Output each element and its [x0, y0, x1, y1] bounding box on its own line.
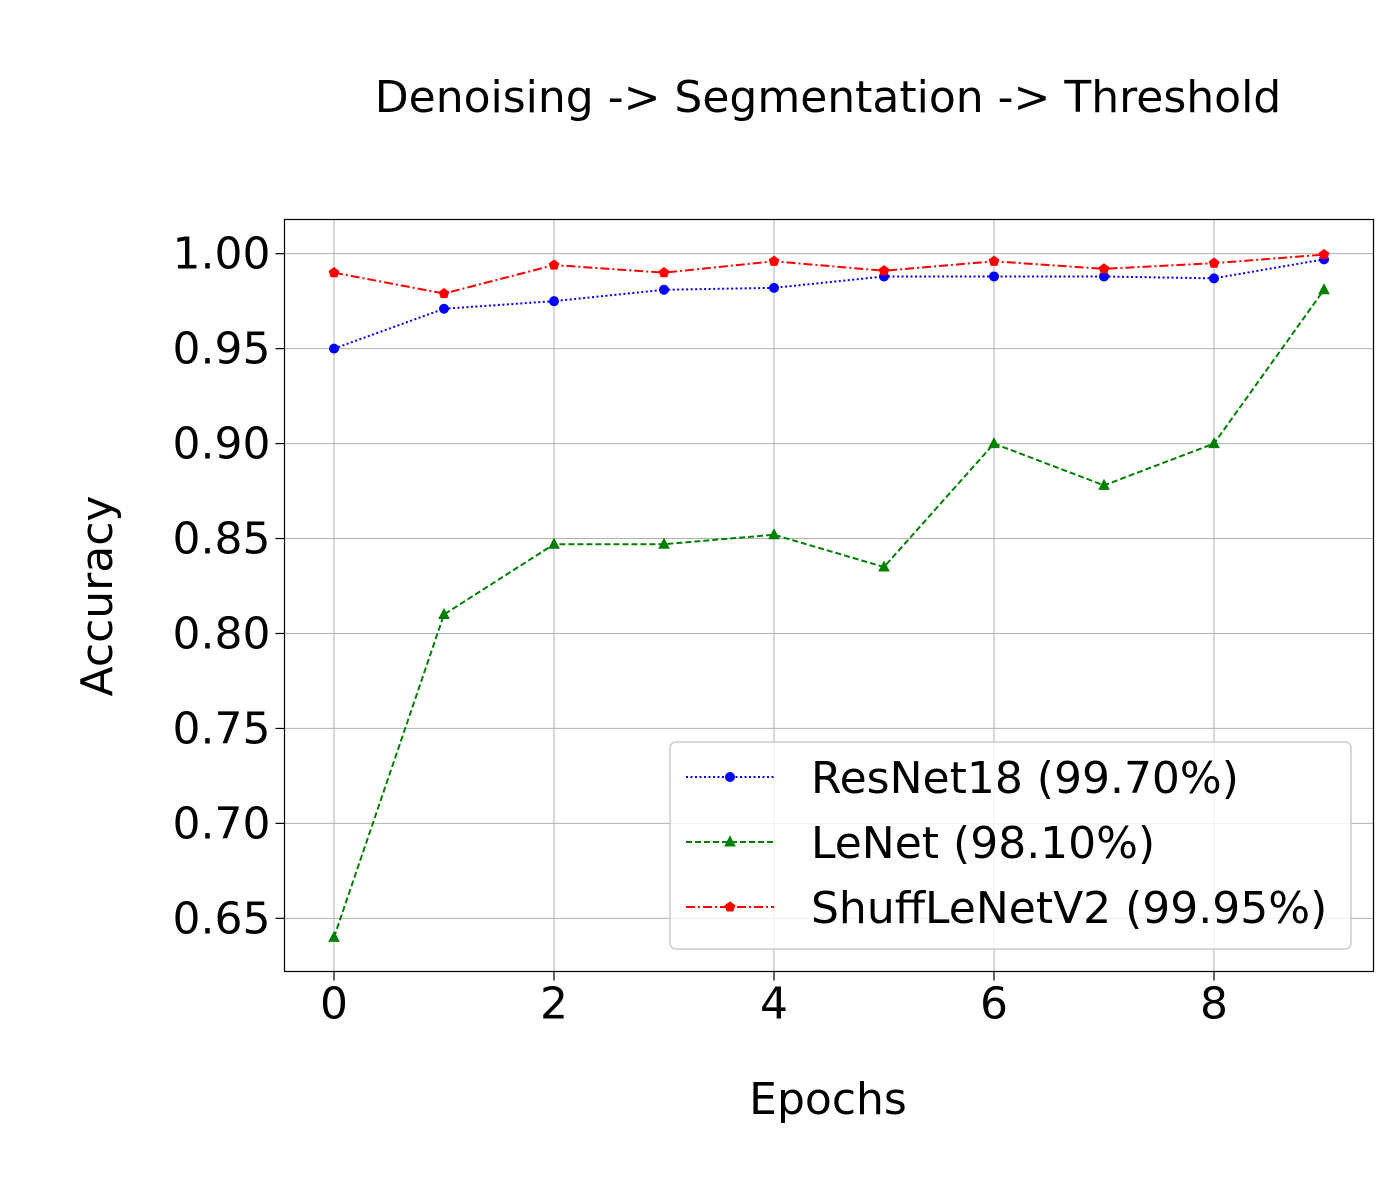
data-point-shufflenetv2	[878, 265, 890, 276]
data-point-shufflenetv2	[1208, 257, 1220, 268]
data-point-lenet	[1098, 478, 1110, 490]
data-point-lenet	[328, 930, 340, 942]
series-line-shufflenetv2	[333, 253, 1325, 295]
x-axis-label: Epochs	[749, 1074, 907, 1125]
data-point-shufflenetv2	[988, 255, 1000, 266]
data-point-resnet18	[1209, 273, 1219, 284]
data-point-shufflenetv2	[1098, 263, 1110, 274]
y-tick-label: 0.95	[173, 324, 271, 375]
data-point-shufflenetv2	[1318, 249, 1330, 260]
y-tick-label: 0.75	[173, 703, 271, 754]
legend-marker-lenet	[724, 835, 736, 847]
y-tick-label: 0.65	[173, 893, 271, 944]
series-shufflenetv2	[328, 249, 1330, 299]
series-layer	[328, 249, 1330, 942]
legend-label-lenet: LeNet (98.10%)	[811, 818, 1155, 869]
data-point-resnet18	[989, 271, 999, 282]
data-point-resnet18	[439, 303, 449, 314]
data-point-resnet18	[659, 284, 669, 295]
data-point-resnet18	[329, 343, 339, 354]
data-point-shufflenetv2	[658, 267, 670, 278]
y-tick-label: 1.00	[173, 229, 271, 280]
data-point-lenet	[548, 537, 560, 549]
data-point-shufflenetv2	[768, 255, 780, 266]
y-tick-label: 0.85	[173, 514, 271, 565]
legend: ResNet18 (99.70%) LeNet (98.10%) ShuffLeNe…	[669, 741, 1352, 950]
legend-label-shufflenetv2: ShuffLeNetV2 (99.95%)	[811, 883, 1327, 934]
data-point-lenet	[658, 537, 670, 549]
legend-label-resnet18: ResNet18 (99.70%)	[811, 753, 1239, 804]
data-point-shufflenetv2	[438, 287, 450, 299]
y-axis-label: Accuracy	[72, 496, 123, 697]
data-point-resnet18	[549, 296, 559, 307]
legend-marker-resnet18	[725, 772, 735, 782]
data-point-lenet	[768, 528, 780, 540]
chart-title: Denoising -> Segmentation -> Threshold	[375, 72, 1281, 123]
x-tick-label: 6	[980, 979, 1008, 1030]
series-line-lenet	[333, 289, 1325, 938]
axis-ticks: 0 2 4 6 8 0.65 0.70 0.75 0.80 0.85 0.90 0.95 1.00	[173, 229, 1228, 1030]
y-tick-label: 0.80	[173, 608, 271, 659]
x-tick-label: 2	[540, 979, 568, 1030]
data-point-shufflenetv2	[548, 259, 560, 270]
series-lenet	[328, 283, 1330, 942]
series-line-resnet18	[333, 258, 1325, 350]
x-tick-label: 8	[1200, 979, 1228, 1030]
y-tick-label: 0.70	[173, 798, 271, 849]
legend-frame	[669, 741, 1352, 950]
data-point-lenet	[878, 560, 890, 572]
data-point-resnet18	[769, 282, 779, 293]
data-point-lenet	[988, 437, 1000, 449]
data-point-shufflenetv2	[328, 267, 340, 278]
series-resnet18	[329, 254, 1329, 354]
data-point-lenet	[1208, 437, 1220, 449]
data-point-lenet	[438, 607, 450, 619]
legend-marker-shufflenetv2	[724, 901, 736, 912]
y-tick-label: 0.90	[173, 419, 271, 470]
plot-area-frame	[283, 218, 1375, 973]
legend-entries: ResNet18 (99.70%) LeNet (98.10%) ShuffLeNe…	[686, 753, 1327, 934]
x-tick-label: 4	[760, 979, 788, 1030]
x-tick-label: 0	[320, 979, 348, 1030]
data-point-lenet	[1318, 283, 1330, 295]
